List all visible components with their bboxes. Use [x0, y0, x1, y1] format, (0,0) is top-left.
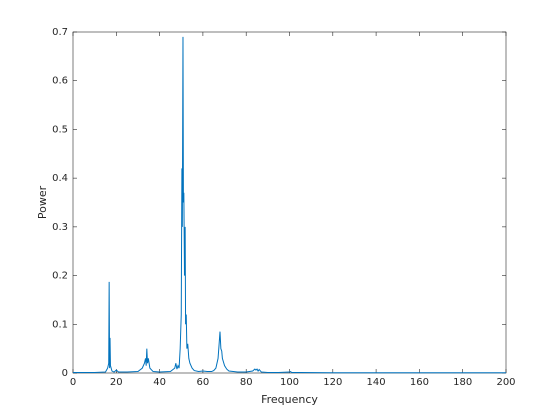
x-tick-label: 200 — [496, 377, 515, 388]
x-axis-label: Frequency — [261, 393, 318, 406]
x-tick-label: 140 — [367, 377, 386, 388]
x-tick-label: 80 — [240, 377, 253, 388]
y-tick-label: 0.1 — [52, 319, 68, 330]
x-tick-label: 40 — [153, 377, 166, 388]
x-tick-label: 0 — [70, 377, 76, 388]
y-tick-label: 0.4 — [52, 173, 68, 184]
y-tick-label: 0.7 — [52, 27, 68, 38]
x-tick-label: 160 — [410, 377, 429, 388]
y-tick-label: 0.6 — [52, 76, 68, 87]
y-tick-label: 0.5 — [52, 124, 68, 135]
x-tick-label: 60 — [197, 377, 210, 388]
x-tick-label: 180 — [453, 377, 472, 388]
x-tick-label: 20 — [110, 377, 123, 388]
data-line — [73, 36, 506, 374]
x-tick-label: 100 — [280, 377, 299, 388]
y-tick-label: 0.2 — [52, 271, 68, 282]
x-tick-label: 120 — [323, 377, 342, 388]
y-tick-label: 0 — [62, 368, 68, 379]
y-axis-label: Power — [36, 185, 49, 219]
y-tick-label: 0.3 — [52, 222, 68, 233]
axes-box — [72, 31, 507, 374]
